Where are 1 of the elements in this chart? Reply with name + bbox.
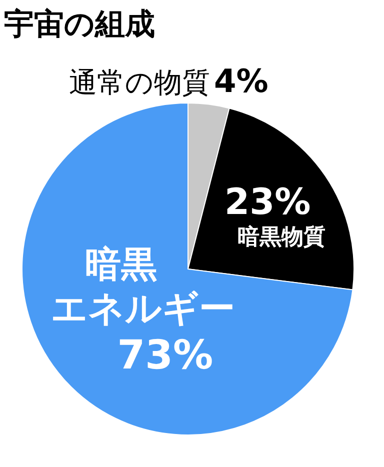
- chart-title: 宇宙の組成: [4, 7, 155, 42]
